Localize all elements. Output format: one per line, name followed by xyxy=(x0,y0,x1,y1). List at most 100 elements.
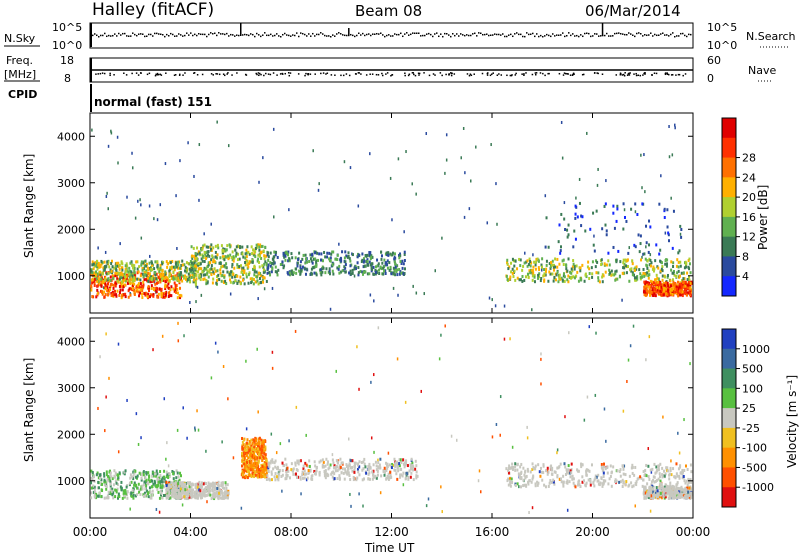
range-cell xyxy=(298,252,300,255)
range-cell xyxy=(680,290,682,293)
range-cell xyxy=(543,280,545,283)
nave-point xyxy=(390,75,392,77)
range-cell xyxy=(179,472,181,475)
nave-point xyxy=(643,73,645,75)
range-cell xyxy=(97,246,99,249)
range-cell xyxy=(667,274,669,277)
range-cell xyxy=(264,456,266,459)
range-cell xyxy=(424,292,426,295)
range-cell xyxy=(402,267,404,270)
range-cell xyxy=(244,261,246,264)
range-cell xyxy=(559,274,561,277)
range-cell xyxy=(629,475,631,478)
range-cell xyxy=(490,143,492,146)
range-cell xyxy=(210,258,212,261)
range-cell xyxy=(324,255,326,258)
range-cell xyxy=(207,281,209,284)
range-cell xyxy=(242,267,244,270)
range-cell xyxy=(599,280,601,283)
range-cell xyxy=(263,249,265,252)
range-cell xyxy=(597,184,599,187)
range-cell xyxy=(616,205,618,208)
range-cell xyxy=(361,461,363,464)
range-cell xyxy=(226,248,228,251)
range-cell xyxy=(406,472,408,475)
range-cell xyxy=(630,344,632,347)
noise-point xyxy=(422,35,424,37)
range-cell xyxy=(239,246,241,249)
range-cell xyxy=(250,439,252,442)
range-cell xyxy=(272,467,274,470)
range-cell xyxy=(560,245,562,248)
range-cell xyxy=(266,462,268,465)
nave-point xyxy=(415,75,417,77)
range-cell xyxy=(271,266,273,269)
range-cell xyxy=(559,252,561,255)
range-cell xyxy=(680,236,682,239)
range-cell xyxy=(166,260,168,263)
range-cell xyxy=(259,255,261,258)
range-cell xyxy=(142,269,144,272)
range-cell xyxy=(320,252,322,255)
noise-point xyxy=(680,33,682,35)
range-cell xyxy=(341,250,343,253)
range-cell xyxy=(527,273,529,276)
noise-point xyxy=(624,34,626,36)
range-cell xyxy=(242,256,244,259)
range-cell xyxy=(172,276,174,279)
range-cell xyxy=(204,251,206,254)
range-cell xyxy=(388,478,390,481)
range-cell xyxy=(144,487,146,490)
range-cell xyxy=(642,485,644,488)
range-cell xyxy=(662,279,664,282)
range-cell xyxy=(203,232,205,235)
range-cell xyxy=(660,286,662,289)
range-cell xyxy=(234,279,236,282)
range-cell xyxy=(96,473,98,476)
range-cell xyxy=(556,273,558,276)
range-cell xyxy=(251,252,253,255)
range-cell xyxy=(233,260,235,263)
range-cell xyxy=(144,476,146,479)
nave-point xyxy=(482,73,484,75)
range-cell xyxy=(578,280,580,283)
range-cell xyxy=(300,260,302,263)
range-cell xyxy=(261,459,263,462)
range-cell xyxy=(156,508,158,511)
range-cell xyxy=(540,467,542,470)
range-cell xyxy=(380,258,382,261)
range-cell xyxy=(305,273,307,276)
range-cell xyxy=(140,203,142,206)
noise-point xyxy=(632,35,634,37)
range-cell xyxy=(349,493,351,496)
range-cell xyxy=(174,486,176,489)
range-cell xyxy=(255,280,257,283)
range-cell xyxy=(608,269,610,272)
range-cell xyxy=(272,351,274,354)
range-cell xyxy=(216,490,218,493)
range-cell xyxy=(592,212,594,215)
range-cell xyxy=(373,463,375,466)
nave-point xyxy=(184,72,186,74)
range-cell xyxy=(116,482,118,485)
noise-point xyxy=(350,34,352,36)
range-cell xyxy=(311,254,313,257)
nave-point xyxy=(382,75,384,77)
range-cell xyxy=(304,469,306,472)
range-cell xyxy=(625,220,627,223)
range-cell xyxy=(175,194,177,197)
range-cell xyxy=(107,277,109,280)
range-cell xyxy=(175,490,177,493)
range-cell xyxy=(574,217,576,220)
range-cell xyxy=(276,451,278,454)
range-cell xyxy=(378,272,380,275)
range-cell xyxy=(248,443,250,446)
range-cell xyxy=(218,278,220,281)
noise-point xyxy=(328,35,330,37)
noise-point xyxy=(514,33,516,35)
noise-point xyxy=(354,36,356,38)
range-cell xyxy=(195,300,197,303)
noise-point xyxy=(230,34,232,36)
noise-point xyxy=(126,35,128,37)
range-cell xyxy=(591,272,593,275)
